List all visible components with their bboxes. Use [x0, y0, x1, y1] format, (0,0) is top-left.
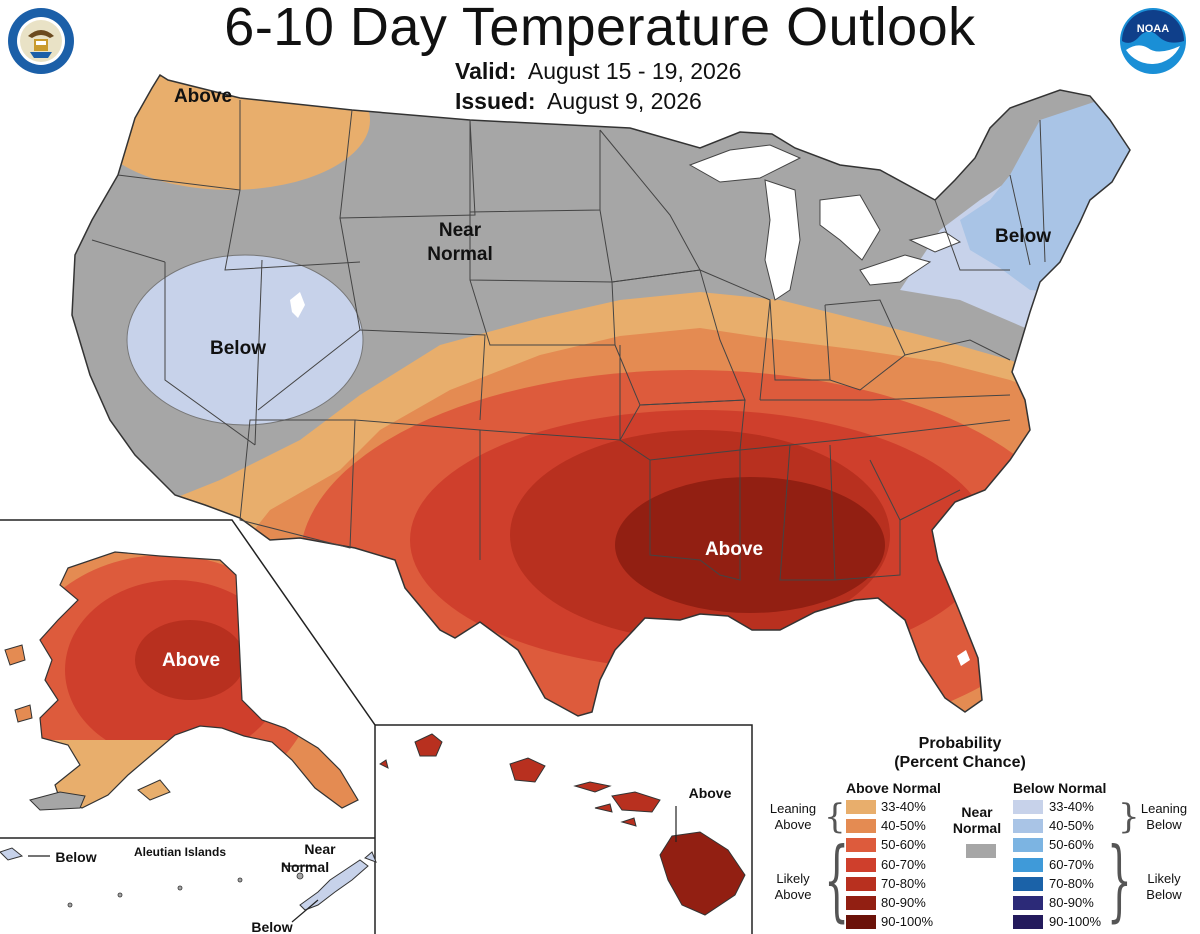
- legend-above-range-label: 33-40%: [881, 799, 926, 814]
- legend-above-swatch: [846, 857, 876, 872]
- label-aleutian-near-1: Near: [304, 841, 336, 857]
- legend-leaning-below-1: Leaning: [1140, 801, 1188, 816]
- issued-date: Issued: August 9, 2026: [455, 88, 702, 115]
- label-near-normal-2: Normal: [427, 244, 492, 265]
- legend-title: Probability: [918, 735, 1002, 752]
- legend-below-range-label: 40-50%: [1049, 818, 1094, 834]
- legend-near-normal: Near Normal: [946, 804, 1008, 836]
- label-near-normal-1: Near: [439, 220, 482, 241]
- label-aleutian-below-west: Below: [55, 849, 96, 865]
- legend-leaning-above-2: Above: [774, 817, 812, 832]
- legend-leaning-below: Leaning Below: [1132, 801, 1196, 833]
- legend-below-range-label: 60-70%: [1049, 856, 1094, 872]
- legend-below-swatch: [1013, 838, 1043, 853]
- legend-below-range-label: 70-80%: [1049, 875, 1094, 891]
- legend-above-range-label: 90-100%: [881, 914, 934, 930]
- legend-leaning-below-2: Below: [1146, 817, 1182, 832]
- legend-above-swatch: [846, 896, 876, 910]
- label-above-south: Above: [705, 539, 763, 560]
- legend-below-range-label: 80-90%: [1049, 895, 1094, 910]
- label-above-alaska: Above: [162, 650, 220, 671]
- legend-above-swatch: [846, 915, 876, 930]
- legend-below-swatch: [1013, 800, 1043, 814]
- label-aleutian-below-east: Below: [251, 919, 292, 934]
- noaa-logo-text: NOAA: [1137, 23, 1169, 35]
- state-borders: [91, 100, 1046, 581]
- legend-above-header: Above Normal: [846, 780, 941, 796]
- noaa-logo-icon: NOAA: [1120, 8, 1186, 74]
- valid-value: August 15 - 19, 2026: [527, 58, 742, 84]
- legend-brace-likely-below: {: [1106, 828, 1132, 931]
- legend-brace-leaning-above: {: [824, 797, 846, 837]
- label-above-northwest: Above: [174, 86, 232, 107]
- legend-near-2: Normal: [952, 820, 1002, 836]
- legend-above-swatch: [846, 876, 876, 891]
- map-title: 6-10 Day Temperature Outlook: [224, 0, 976, 57]
- legend-likely-above-1: Likely: [776, 871, 810, 886]
- legend: Probability (Percent Chance) Above Norma…: [760, 730, 1200, 934]
- alaska-islands: [0, 644, 377, 911]
- legend-near-swatch: [966, 844, 996, 858]
- legend-likely-above-2: Above: [774, 887, 812, 902]
- legend-likely-below-2: Below: [1146, 887, 1182, 902]
- label-below-northeast: Below: [995, 226, 1051, 247]
- label-aleutian-near-2: Normal: [281, 859, 329, 875]
- legend-below-swatch: [1013, 896, 1043, 910]
- legend-above-range-label: 70-80%: [881, 875, 926, 891]
- label-above-hawaii: Above: [689, 785, 732, 801]
- legend-subtitle: (Percent Chance): [894, 754, 1026, 771]
- legend-below-range-label: 50-60%: [1049, 837, 1094, 853]
- commerce-seal-icon: [8, 8, 74, 74]
- legend-below-swatch: [1013, 876, 1043, 891]
- legend-above-swatch: [846, 819, 876, 834]
- legend-below-swatch: [1013, 915, 1043, 930]
- legend-above-range-label: 60-70%: [881, 856, 926, 872]
- legend-below-range-label: 90-100%: [1049, 914, 1102, 930]
- issued-label: Issued:: [455, 88, 536, 114]
- label-below-west: Below: [210, 338, 266, 359]
- legend-near-1: Near: [961, 804, 993, 820]
- legend-above-range-label: 40-50%: [881, 818, 926, 834]
- legend-above-range-label: 80-90%: [881, 895, 926, 910]
- legend-below-swatch: [1013, 857, 1043, 872]
- legend-above-swatch: [846, 800, 876, 814]
- valid-label: Valid:: [455, 58, 517, 84]
- legend-below-range-label: 33-40%: [1049, 799, 1094, 814]
- legend-likely-below-1: Likely: [1147, 871, 1181, 886]
- legend-leaning-above-1: Leaning: [769, 801, 817, 816]
- legend-likely-above: Likely Above: [762, 871, 824, 903]
- legend-below-header: Below Normal: [1013, 780, 1107, 796]
- hawaii-islands: [379, 733, 746, 916]
- valid-dates: Valid: August 15 - 19, 2026: [455, 58, 741, 85]
- legend-brace-likely-above: {: [824, 828, 850, 931]
- legend-below-swatch: [1013, 819, 1043, 834]
- issued-value: August 9, 2026: [547, 88, 702, 114]
- label-aleutian-islands: Aleutian Islands: [134, 845, 226, 859]
- legend-above-swatch: [846, 838, 876, 853]
- legend-likely-below: Likely Below: [1132, 871, 1196, 903]
- legend-leaning-above: Leaning Above: [762, 801, 824, 833]
- legend-above-range-label: 50-60%: [881, 837, 926, 853]
